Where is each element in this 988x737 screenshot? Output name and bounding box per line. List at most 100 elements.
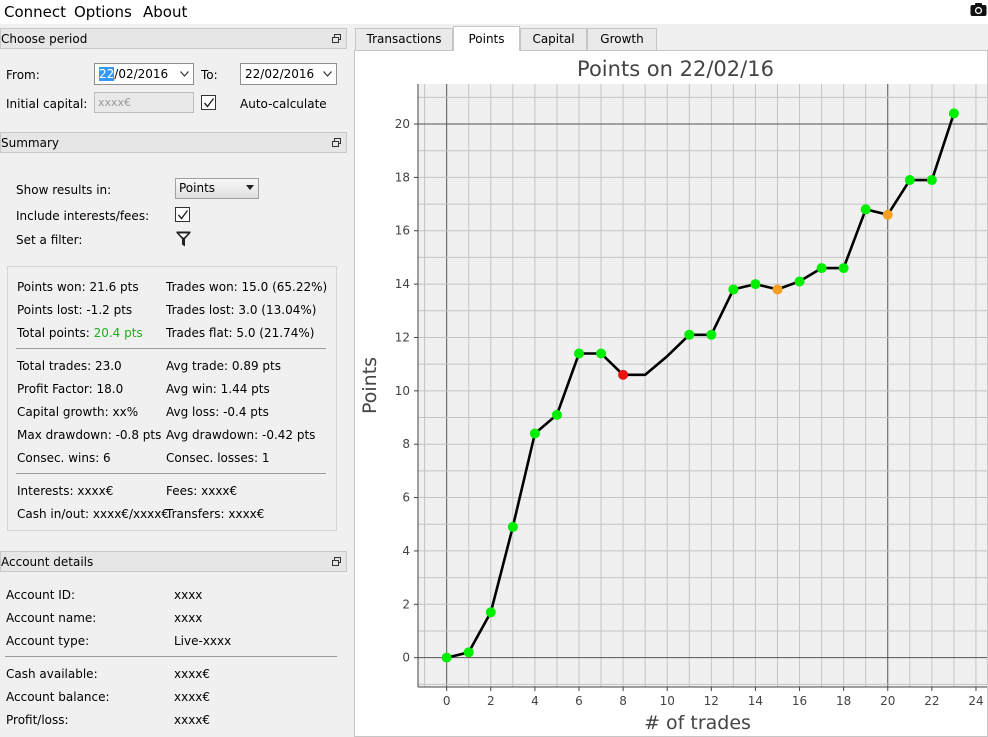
stat-capital-growth: Capital growth: xx% [17, 405, 139, 419]
summary-stats-box: Points won: 21.6 pts Points lost: -1.2 p… [7, 266, 337, 531]
plot-area [418, 84, 987, 687]
from-date-rest: /02/2016 [114, 67, 169, 81]
x-tick-label: 8 [619, 694, 627, 708]
include-interests-checkbox[interactable] [175, 207, 190, 222]
choose-period-title: Choose period [1, 32, 88, 46]
y-tick-label: 6 [402, 491, 410, 505]
chevron-down-icon [180, 71, 189, 77]
x-tick-label: 16 [792, 694, 807, 708]
y-tick-label: 8 [402, 437, 410, 451]
stat-profit-factor: Profit Factor: 18.0 [17, 382, 124, 396]
stat-points-won: Points won: 21.6 pts [17, 280, 139, 294]
y-tick-label: 14 [395, 277, 410, 291]
y-tick-label: 4 [402, 544, 410, 558]
data-point-flat [772, 284, 783, 295]
menu-bar: Connect Options About [0, 0, 988, 24]
stat-transfers: Transfers: xxxx€ [166, 507, 265, 521]
show-results-value: Points [179, 181, 216, 195]
funnel-icon[interactable] [176, 231, 191, 247]
data-point-win [529, 428, 540, 439]
stat-fees: Fees: xxxx€ [166, 484, 238, 498]
from-date-picker[interactable]: 22/02/2016 [94, 63, 194, 85]
stat-total-points-value: 20.4 pts [93, 326, 143, 340]
points-series-markers [441, 108, 959, 663]
chart-title: Points on 22/02/16 [577, 57, 774, 81]
data-point-win [728, 284, 739, 295]
y-tick-label: 18 [395, 170, 410, 184]
data-point-win [904, 175, 915, 186]
stat-total-trades: Total trades: 23.0 [17, 359, 122, 373]
stat-consec-wins: Consec. wins: 6 [17, 451, 111, 465]
points-tab-pane: 0 2 4 6 8 10 12 14 16 18 20 22 24 0 2 4 6 8 10 12 14 16 18 20 P… [354, 50, 988, 737]
cash-available-label: Cash available: [6, 667, 98, 681]
data-point-win [441, 652, 452, 663]
include-interests-label: Include interests/fees: [16, 209, 150, 223]
tab-points[interactable]: Points [453, 26, 520, 51]
account-type-label: Account type: [6, 634, 90, 648]
filter-label: Set a filter: [16, 233, 83, 247]
stat-total-points-label: Total points: [17, 326, 94, 340]
x-tick-label: 6 [575, 694, 583, 708]
initial-capital-field[interactable]: xxxx€ [94, 92, 194, 113]
account-name-label: Account name: [6, 611, 97, 625]
tab-capital[interactable]: Capital [520, 28, 587, 50]
summary-header: Summary [0, 132, 347, 153]
cash-available-value: xxxx€ [174, 667, 211, 681]
x-tick-label: 12 [704, 694, 719, 708]
stat-points-lost: Points lost: -1.2 pts [17, 303, 133, 317]
auto-calculate-label: Auto-calculate [240, 97, 327, 111]
to-date-value: 22/02/2016 [245, 67, 315, 81]
stats-separator [16, 348, 326, 349]
camera-icon[interactable] [970, 2, 987, 17]
x-tick-label: 20 [880, 694, 895, 708]
tab-growth[interactable]: Growth [587, 28, 657, 50]
tab-transactions[interactable]: Transactions [355, 28, 453, 50]
account-details-title: Account details [1, 555, 94, 569]
account-separator [5, 656, 337, 657]
float-dock-icon[interactable] [332, 138, 341, 147]
account-balance-value: xxxx€ [174, 690, 211, 704]
stat-max-drawdown: Max drawdown: -0.8 pts [17, 428, 162, 442]
menu-about[interactable]: About [143, 3, 188, 21]
show-results-label: Show results in: [16, 183, 112, 197]
y-tick-label: 10 [395, 384, 410, 398]
initial-capital-label: Initial capital: [6, 97, 88, 111]
stat-trades-flat: Trades flat: 5.0 (21.74%) [166, 326, 315, 340]
account-details-header: Account details [0, 551, 347, 572]
show-results-select[interactable]: Points [175, 178, 259, 199]
auto-calculate-checkbox[interactable] [201, 95, 216, 110]
data-point-flat [882, 209, 893, 220]
stat-avg-drawdown: Avg drawdown: -0.42 pts [166, 428, 316, 442]
check-icon [177, 210, 189, 220]
x-tick-label: 2 [487, 694, 495, 708]
chevron-down-icon [323, 71, 332, 77]
profit-loss-value: xxxx€ [174, 713, 211, 727]
from-date-day: 22 [99, 67, 115, 81]
data-point-win [948, 108, 959, 119]
float-dock-icon[interactable] [332, 34, 341, 43]
y-tick-label: 16 [395, 224, 410, 238]
x-tick-label: 18 [836, 694, 851, 708]
stat-avg-win: Avg win: 1.44 pts [166, 382, 270, 396]
x-tick-label: 14 [748, 694, 763, 708]
x-tick-label: 10 [660, 694, 675, 708]
to-date-picker[interactable]: 22/02/2016 [240, 63, 337, 85]
x-tick-label: 4 [531, 694, 539, 708]
y-tick-label: 0 [402, 651, 410, 665]
data-point-win [838, 263, 849, 274]
x-tick-label: 24 [968, 694, 983, 708]
chart-axes [417, 84, 987, 688]
stat-interests: Interests: xxxx€ [17, 484, 114, 498]
data-point-win [860, 204, 871, 215]
data-point-win [507, 521, 518, 532]
menu-options[interactable]: Options [74, 3, 132, 21]
data-point-win [684, 329, 695, 340]
from-label: From: [6, 68, 40, 82]
float-dock-icon[interactable] [332, 557, 341, 566]
choose-period-header: Choose period [0, 28, 347, 49]
x-tick-label: 0 [443, 694, 451, 708]
menu-connect[interactable]: Connect [4, 3, 67, 21]
chart-x-axis-label: # of trades [644, 712, 751, 734]
